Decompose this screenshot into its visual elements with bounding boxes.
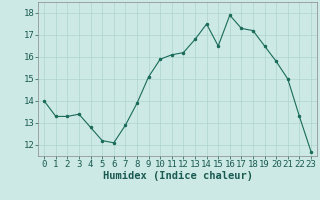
X-axis label: Humidex (Indice chaleur): Humidex (Indice chaleur) xyxy=(103,171,252,181)
